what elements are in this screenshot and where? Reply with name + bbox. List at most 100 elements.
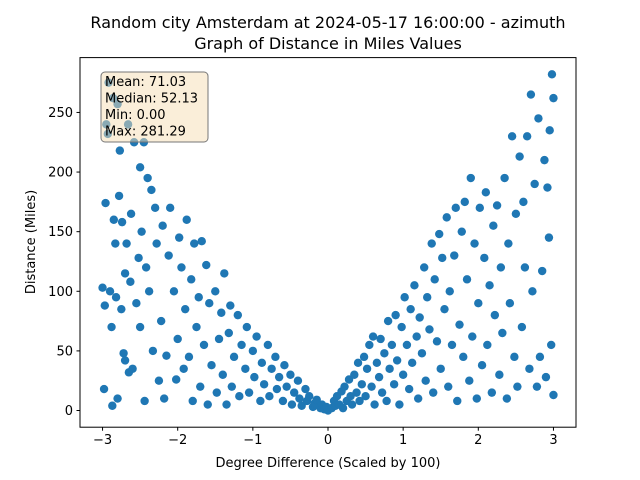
point xyxy=(109,215,119,224)
point xyxy=(355,396,364,406)
point xyxy=(301,384,310,394)
point xyxy=(415,313,424,322)
point xyxy=(495,370,504,379)
point xyxy=(511,209,521,218)
point xyxy=(404,384,414,394)
point xyxy=(126,209,136,218)
point xyxy=(462,275,472,284)
point xyxy=(141,263,151,272)
stats-text: Max: 281.29 xyxy=(105,125,186,140)
y-tick-label: 50 xyxy=(56,344,73,359)
point xyxy=(500,173,509,183)
point xyxy=(237,340,246,350)
point xyxy=(438,253,447,263)
point xyxy=(250,372,259,382)
point xyxy=(522,132,532,141)
point xyxy=(156,316,166,326)
point xyxy=(242,322,252,332)
point xyxy=(526,90,536,99)
point xyxy=(111,293,121,302)
point xyxy=(212,388,221,397)
point xyxy=(173,334,182,344)
point xyxy=(347,400,357,409)
point xyxy=(543,183,552,192)
point xyxy=(267,364,276,373)
point xyxy=(197,237,206,246)
point xyxy=(114,191,124,201)
point xyxy=(101,198,110,208)
point xyxy=(278,396,288,406)
point xyxy=(165,203,175,213)
point xyxy=(445,287,454,296)
point xyxy=(392,356,402,365)
point xyxy=(252,332,261,341)
point xyxy=(194,293,203,302)
point xyxy=(370,400,379,409)
point xyxy=(111,239,120,248)
point xyxy=(241,364,250,373)
point xyxy=(98,283,107,292)
point xyxy=(510,352,519,362)
point xyxy=(397,322,406,332)
point xyxy=(507,132,517,141)
point xyxy=(113,394,122,403)
point xyxy=(465,376,474,385)
point xyxy=(517,322,527,332)
point xyxy=(468,332,477,341)
point xyxy=(148,346,158,356)
point xyxy=(207,361,216,370)
x-tick-label: 1 xyxy=(399,433,407,448)
point xyxy=(132,299,141,308)
point xyxy=(457,227,466,236)
stats-text: Median: 52.13 xyxy=(105,92,198,107)
x-tick-label: 3 xyxy=(549,433,557,448)
point xyxy=(115,146,125,155)
point xyxy=(154,376,164,385)
point xyxy=(368,332,378,341)
stats-text: Min: 0.00 xyxy=(105,108,166,123)
point xyxy=(487,388,497,397)
point xyxy=(549,390,558,400)
point xyxy=(235,392,244,401)
point xyxy=(122,239,131,248)
point xyxy=(282,382,291,391)
point xyxy=(398,370,408,379)
point xyxy=(120,269,130,278)
point xyxy=(436,364,445,373)
point xyxy=(537,266,547,276)
point xyxy=(265,392,274,401)
point xyxy=(205,299,214,308)
point xyxy=(395,400,404,409)
point xyxy=(272,384,282,394)
point xyxy=(520,263,530,272)
point xyxy=(227,382,237,391)
chart-title: Random city Amsterdam at 2024-05-17 16:0… xyxy=(90,13,565,32)
point xyxy=(383,316,393,326)
point xyxy=(280,361,289,370)
point xyxy=(435,229,444,239)
point xyxy=(406,304,415,314)
point xyxy=(442,213,451,222)
point xyxy=(159,394,169,403)
point xyxy=(289,388,299,397)
point xyxy=(492,201,502,210)
point xyxy=(389,380,399,389)
point xyxy=(257,358,267,368)
point xyxy=(400,293,409,302)
point xyxy=(419,263,429,272)
point xyxy=(547,340,556,350)
point xyxy=(286,370,295,379)
chart-subtitle: Graph of Distance in Miles Values xyxy=(194,34,462,53)
point xyxy=(218,370,227,379)
point xyxy=(530,179,539,189)
point xyxy=(199,340,209,350)
point xyxy=(359,352,369,362)
point xyxy=(244,388,254,397)
point xyxy=(475,203,485,213)
point xyxy=(385,364,394,373)
point xyxy=(274,372,284,382)
point xyxy=(226,301,235,310)
point xyxy=(164,251,173,260)
y-axis-label: Distance (Miles) xyxy=(24,190,39,294)
